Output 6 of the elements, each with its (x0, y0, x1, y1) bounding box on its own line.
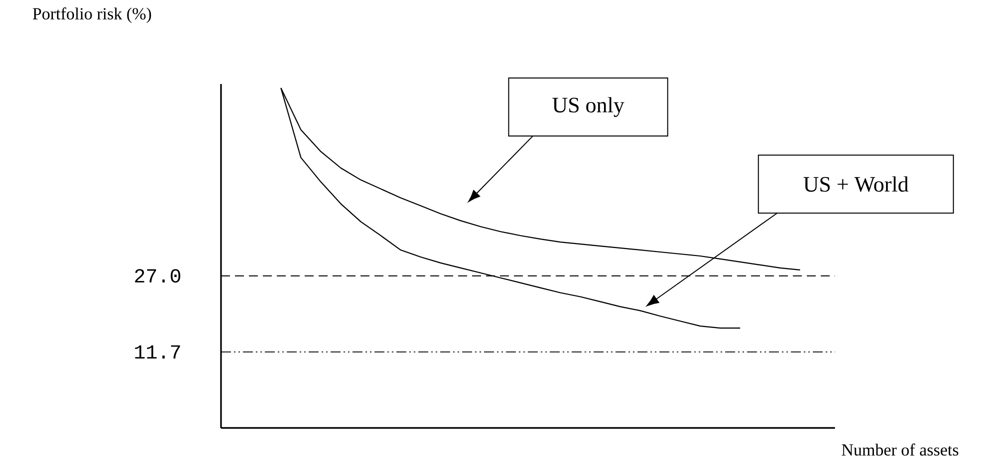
text: US only (552, 97, 624, 118)
y-tick-label: 27.0 (135, 269, 180, 283)
y-axis-title: Portfolio risk (%) (32, 7, 152, 23)
text: US + World (804, 176, 908, 192)
x-axis-title: Number of assets (842, 444, 958, 456)
y-tick-label: 11.7 (135, 345, 180, 358)
